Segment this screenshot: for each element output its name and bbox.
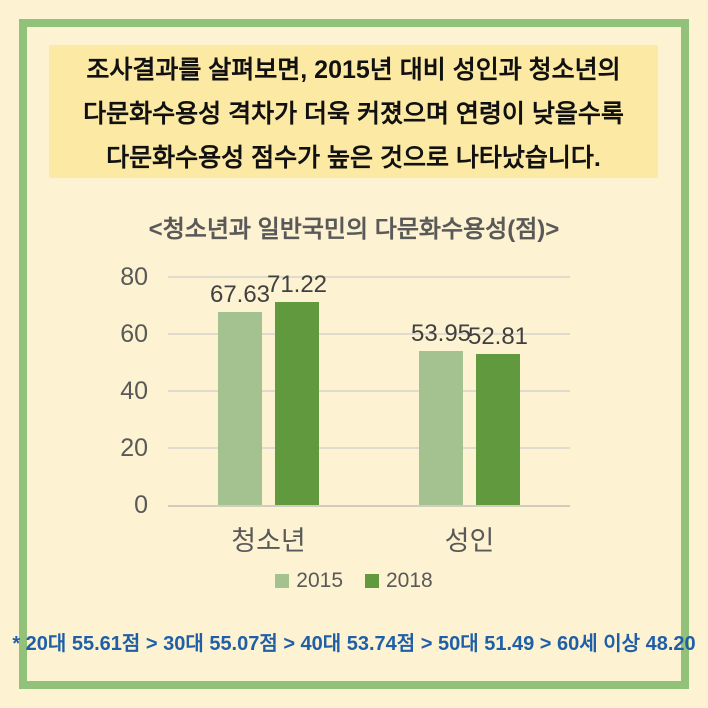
y-axis-tick-label: 80 [120, 263, 148, 291]
bar-value-label: 53.95 [410, 320, 472, 348]
chart-title: <청소년과 일반국민의 다문화수용성(점)> [148, 216, 560, 243]
legend-label-2018: 2018 [386, 569, 433, 592]
bar-2015-성인 [419, 351, 463, 505]
gridline [168, 276, 570, 278]
summary-box: 조사결과를 살펴보면, 2015년 대비 성인과 청소년의 다문화수용성 격차가… [49, 45, 658, 178]
y-axis-tick-label: 40 [120, 377, 148, 405]
legend-item-2015: 2015 [275, 569, 343, 593]
y-axis-tick-label: 0 [134, 491, 148, 519]
bar-value-label: 71.22 [266, 271, 328, 299]
y-axis-tick-label: 20 [120, 434, 148, 462]
y-axis-tick-label: 60 [120, 320, 148, 348]
x-axis-line [168, 505, 570, 507]
gridline [168, 333, 570, 335]
legend-label-2015: 2015 [296, 569, 343, 592]
bar-2018-청소년 [275, 302, 319, 505]
bar-2015-청소년 [218, 312, 262, 505]
footnote: * 20대 55.61점 > 30대 55.07점 > 40대 53.74점 >… [12, 633, 696, 655]
border-frame [19, 19, 689, 689]
summary-line-3: 다문화수용성 점수가 높은 것으로 나타났습니다. [106, 143, 601, 172]
summary-line-1: 조사결과를 살펴보면, 2015년 대비 성인과 청소년의 [86, 55, 621, 84]
x-axis-category-label: 성인 [444, 526, 495, 556]
legend-swatch-2018 [365, 574, 379, 588]
chart-legend: 2015 2018 [0, 569, 708, 593]
summary-line-2: 다문화수용성 격차가 더욱 커졌으며 연령이 낮을수록 [83, 99, 624, 128]
x-axis-category-label: 청소년 [231, 526, 306, 556]
gridline [168, 390, 570, 392]
legend-item-2018: 2018 [365, 569, 433, 593]
legend-swatch-2015 [275, 574, 290, 588]
bar-2018-성인 [476, 354, 520, 505]
gridline [168, 447, 570, 449]
bar-value-label: 52.81 [467, 323, 529, 351]
bar-value-label: 67.63 [209, 281, 271, 309]
